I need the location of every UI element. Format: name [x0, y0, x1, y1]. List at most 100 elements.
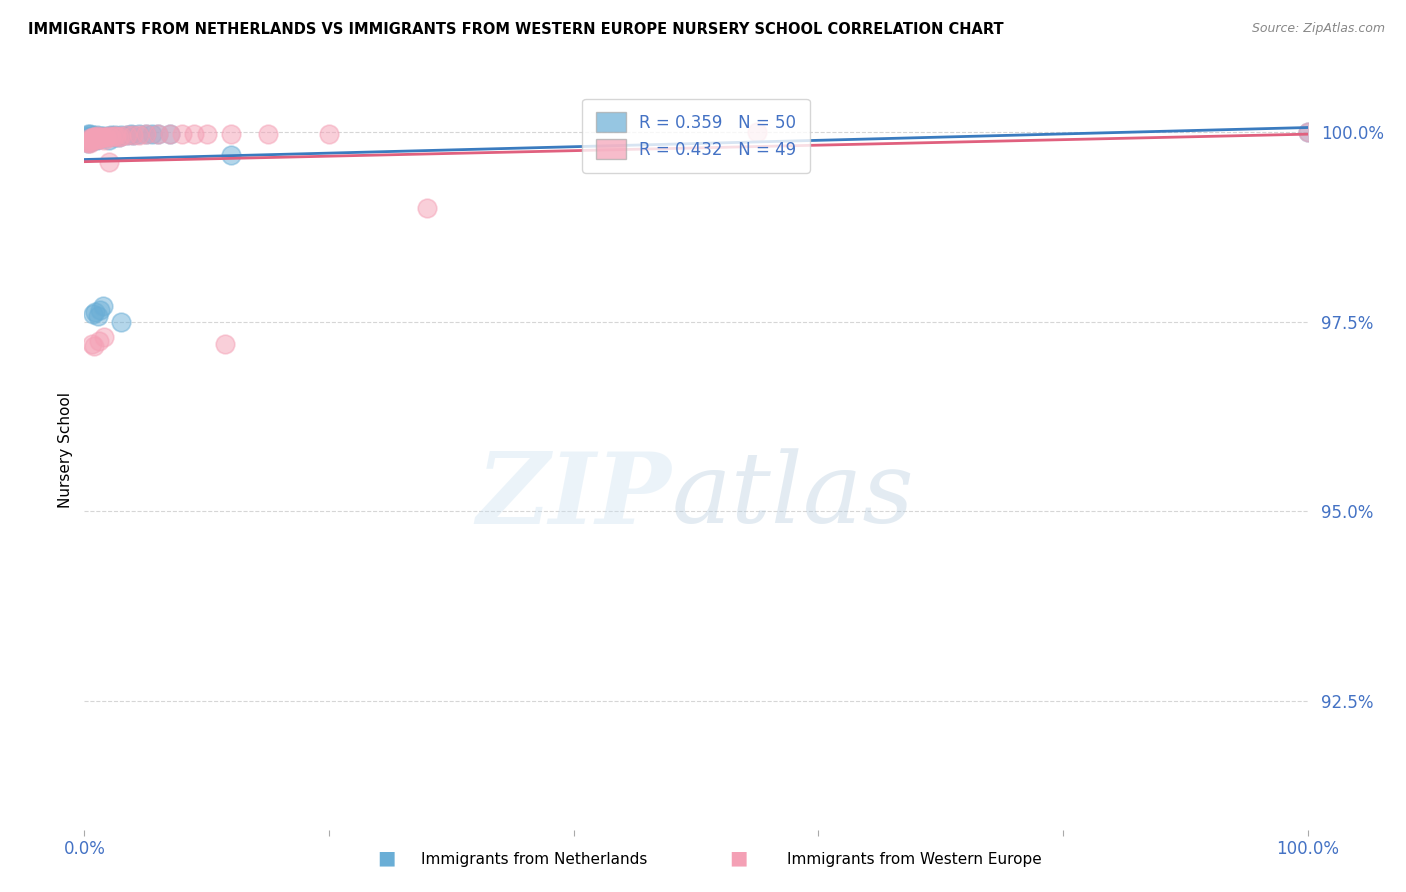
- Point: [122, 128, 145, 142]
- Point: [90, 129, 112, 144]
- Text: ■: ■: [728, 848, 748, 867]
- Point: [80, 128, 103, 143]
- Text: Source: ZipAtlas.com: Source: ZipAtlas.com: [1251, 22, 1385, 36]
- Point: [77, 134, 100, 148]
- Point: [84, 131, 107, 145]
- Point: [76, 134, 98, 148]
- Point: [87, 309, 110, 323]
- Point: [93, 128, 115, 143]
- Point: [87, 132, 110, 146]
- Point: [159, 128, 181, 142]
- Point: [91, 130, 114, 145]
- Point: [83, 133, 105, 147]
- Point: [103, 128, 125, 143]
- Text: Immigrants from Western Europe: Immigrants from Western Europe: [786, 852, 1042, 867]
- Point: [128, 128, 150, 142]
- Point: [75, 133, 97, 147]
- Point: [79, 131, 101, 145]
- Point: [79, 135, 101, 149]
- Point: [195, 127, 218, 141]
- Point: [87, 130, 110, 145]
- Point: [110, 128, 132, 143]
- Point: [90, 128, 112, 143]
- Point: [110, 128, 132, 142]
- Point: [82, 130, 104, 145]
- Point: [79, 130, 101, 145]
- Text: ■: ■: [377, 848, 396, 867]
- Point: [104, 129, 127, 144]
- Point: [77, 127, 100, 141]
- Point: [84, 131, 107, 145]
- Point: [416, 201, 439, 215]
- Point: [115, 128, 138, 142]
- Point: [82, 128, 104, 142]
- Point: [159, 127, 181, 141]
- Point: [97, 155, 120, 169]
- Point: [1296, 125, 1319, 139]
- Point: [135, 128, 157, 142]
- Point: [77, 131, 100, 145]
- Y-axis label: Nursery School: Nursery School: [58, 392, 73, 508]
- Point: [82, 132, 104, 146]
- Point: [77, 133, 100, 147]
- Point: [172, 128, 194, 142]
- Point: [219, 128, 242, 142]
- Point: [214, 337, 236, 351]
- Point: [76, 128, 98, 143]
- Point: [86, 132, 108, 146]
- Point: [93, 330, 115, 344]
- Point: [80, 132, 103, 146]
- Point: [87, 130, 110, 145]
- Point: [87, 334, 110, 348]
- Text: atlas: atlas: [672, 449, 914, 543]
- Point: [77, 129, 100, 144]
- Legend: R = 0.359   N = 50, R = 0.432   N = 49: R = 0.359 N = 50, R = 0.432 N = 49: [582, 99, 810, 173]
- Point: [94, 130, 117, 145]
- Point: [93, 133, 115, 147]
- Point: [107, 130, 129, 145]
- Point: [87, 129, 110, 144]
- Point: [89, 303, 111, 318]
- Point: [110, 315, 132, 329]
- Point: [89, 131, 111, 145]
- Point: [183, 127, 205, 141]
- Point: [122, 128, 145, 142]
- Point: [91, 300, 114, 314]
- Point: [97, 128, 120, 143]
- Point: [146, 128, 169, 142]
- Point: [86, 133, 108, 147]
- Point: [97, 128, 120, 143]
- Point: [83, 129, 105, 144]
- Point: [120, 128, 142, 142]
- Point: [79, 127, 101, 141]
- Point: [747, 125, 769, 139]
- Point: [135, 128, 157, 142]
- Point: [257, 128, 280, 142]
- Point: [83, 133, 105, 147]
- Point: [86, 128, 108, 142]
- Point: [128, 128, 150, 142]
- Point: [115, 128, 138, 142]
- Point: [219, 148, 242, 162]
- Point: [80, 133, 103, 147]
- Point: [97, 133, 120, 147]
- Point: [96, 129, 118, 144]
- Point: [79, 136, 101, 150]
- Point: [141, 128, 163, 142]
- Point: [318, 127, 340, 141]
- Point: [82, 307, 104, 321]
- Point: [96, 129, 118, 144]
- Point: [107, 129, 129, 144]
- Point: [80, 337, 103, 351]
- Point: [89, 131, 111, 145]
- Point: [105, 128, 128, 143]
- Point: [86, 128, 108, 143]
- Point: [146, 128, 169, 142]
- Point: [100, 129, 122, 144]
- Point: [100, 128, 122, 142]
- Text: IMMIGRANTS FROM NETHERLANDS VS IMMIGRANTS FROM WESTERN EUROPE NURSERY SCHOOL COR: IMMIGRANTS FROM NETHERLANDS VS IMMIGRANT…: [28, 22, 1004, 37]
- Point: [83, 129, 105, 144]
- Point: [91, 130, 114, 145]
- Point: [83, 339, 105, 353]
- Text: Immigrants from Netherlands: Immigrants from Netherlands: [420, 852, 648, 867]
